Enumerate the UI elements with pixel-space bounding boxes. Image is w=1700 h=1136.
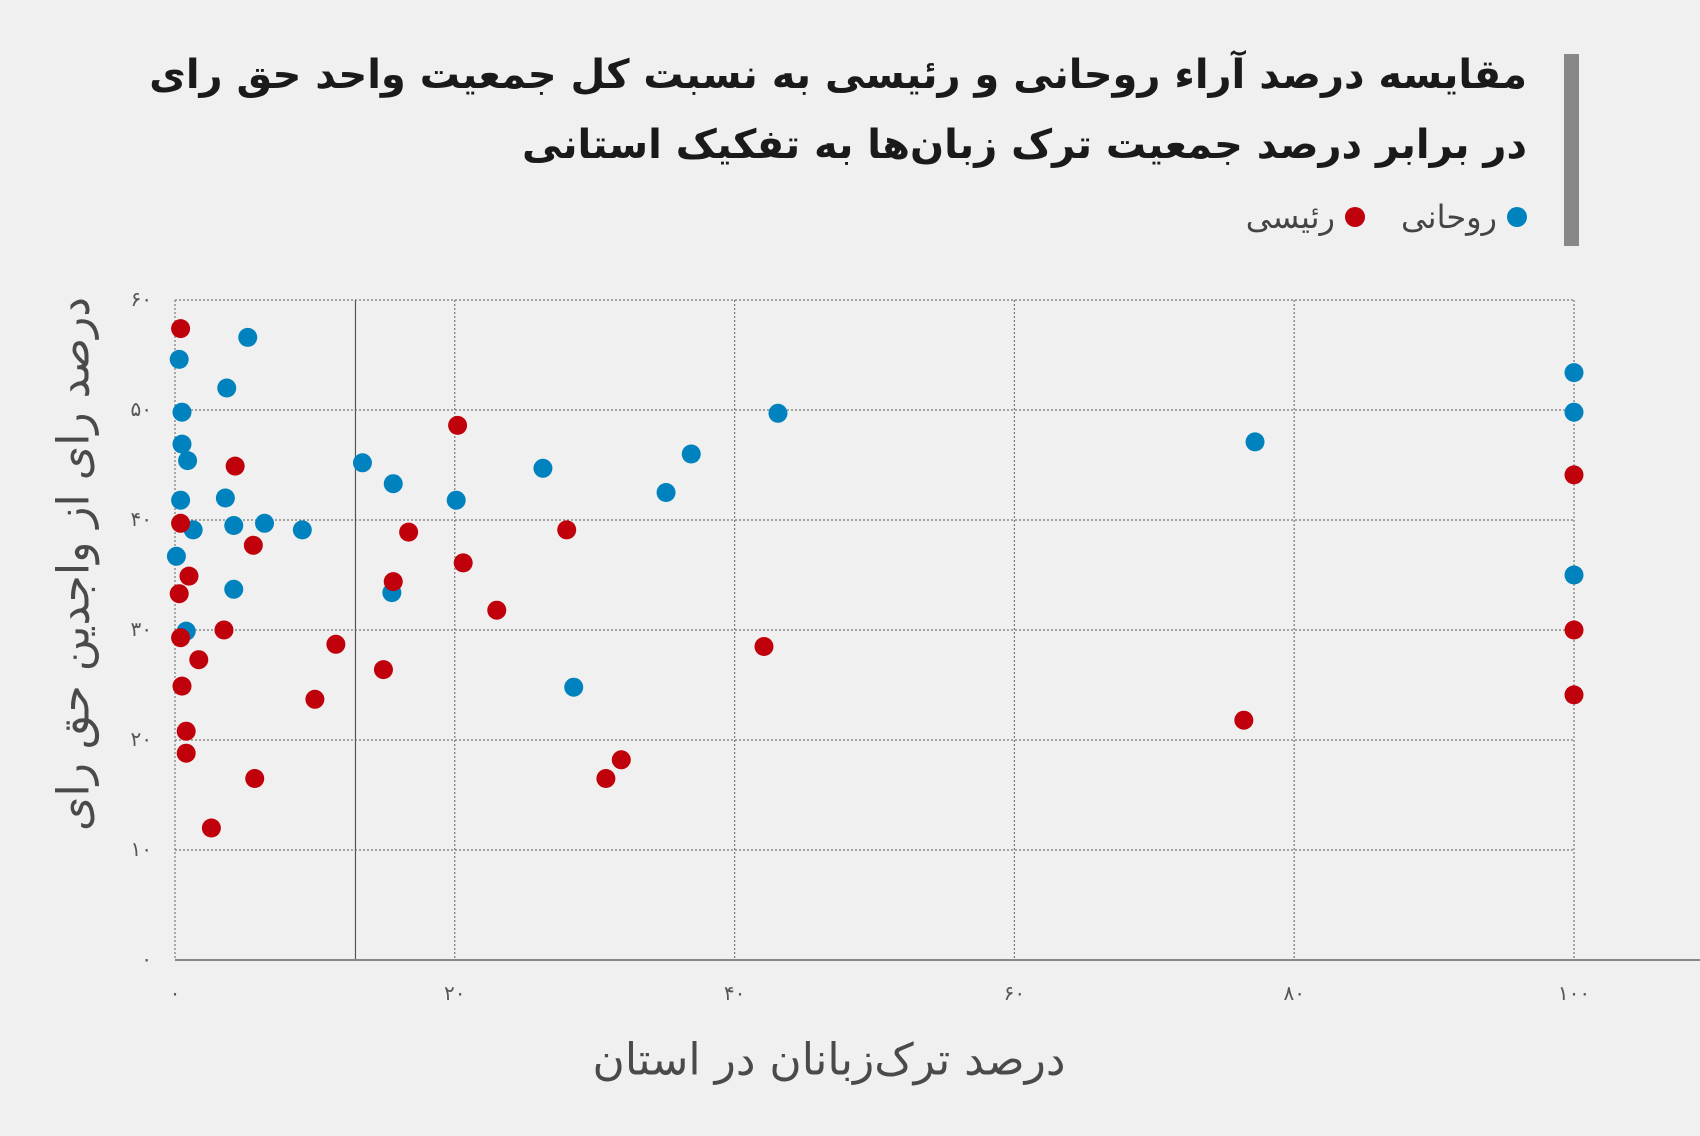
legend: روحانی رئیسی — [1246, 198, 1527, 236]
y-tick-label: ۴۰ — [131, 507, 152, 531]
legend-label-rouhani: روحانی — [1400, 198, 1497, 236]
x-tick-label: ۱۰۰ — [1558, 981, 1590, 1005]
rouhani-point — [533, 458, 553, 478]
rouhani-point — [217, 378, 237, 398]
rouhani-point — [215, 488, 235, 508]
x-tick-label: ۶۰ — [1004, 981, 1025, 1005]
rouhani-point — [383, 474, 403, 494]
rouhani-point — [172, 402, 192, 422]
raisi-point — [169, 584, 189, 604]
y-tick-label: ۶۰ — [131, 287, 152, 311]
raisi-point — [399, 522, 419, 542]
raisi-point — [245, 769, 265, 788]
rouhani-point — [681, 444, 701, 464]
rouhani-point — [1245, 432, 1265, 452]
title-accent-bar — [1564, 54, 1579, 246]
rouhani-point — [292, 520, 312, 540]
raisi-point — [487, 600, 507, 620]
legend-item-raisi: رئیسی — [1246, 198, 1365, 236]
raisi-point — [176, 721, 196, 741]
raisi-point — [243, 535, 263, 555]
raisi-point — [171, 628, 191, 648]
raisi-point — [171, 513, 191, 533]
rouhani-point — [238, 327, 258, 347]
raisi-point — [179, 566, 199, 586]
legend-label-raisi: رئیسی — [1245, 198, 1335, 236]
chart-title-line-2: در برابر درصد جمعیت ترک زبان‌ها به تفکیک… — [521, 122, 1527, 168]
raisi-point — [1564, 685, 1584, 705]
rouhani-point — [166, 546, 186, 566]
raisi-point — [1564, 465, 1584, 485]
raisi-point — [326, 634, 346, 654]
raisi-point — [596, 769, 616, 788]
raisi-point — [201, 818, 221, 838]
rouhani-point — [169, 349, 189, 369]
y-tick-label: ۲۰ — [131, 727, 152, 751]
legend-marker-rouhani — [1507, 207, 1527, 227]
raisi-point — [754, 637, 774, 656]
legend-item-rouhani: روحانی — [1401, 198, 1527, 236]
x-tick-label: ۲۰ — [444, 981, 465, 1005]
raisi-point — [1234, 710, 1254, 730]
rouhani-point — [171, 490, 191, 510]
rouhani-point — [1564, 565, 1584, 585]
x-tick-label: ۰ — [170, 981, 181, 1005]
y-tick-label: ۰ — [141, 947, 152, 971]
rouhani-point — [1564, 363, 1584, 383]
rouhani-point — [224, 579, 244, 599]
raisi-point — [225, 456, 245, 476]
x-axis-label: درصد ترک‌زبانان در استان — [592, 1034, 1066, 1086]
rouhani-point — [768, 403, 788, 423]
raisi-point — [611, 750, 631, 770]
raisi-point — [176, 743, 196, 763]
x-tick-label: ۴۰ — [724, 981, 745, 1005]
raisi-point — [448, 415, 468, 435]
rouhani-point — [255, 513, 275, 533]
rouhani-point — [172, 434, 192, 454]
raisi-point — [1564, 620, 1584, 640]
rouhani-point — [224, 516, 244, 535]
rouhani-point — [446, 490, 466, 510]
rouhani-point — [656, 483, 676, 502]
raisi-point — [172, 676, 192, 696]
raisi-point — [189, 650, 209, 670]
raisi-point — [557, 520, 577, 540]
raisi-point — [453, 553, 473, 573]
chart-title: مقایسه درصد آراء روحانی و رئیسی به نسبت … — [127, 40, 1527, 180]
rouhani-point — [564, 677, 584, 697]
rouhani-point — [178, 451, 198, 471]
raisi-point — [171, 319, 191, 339]
rouhani-point — [352, 453, 372, 473]
y-tick-label: ۵۰ — [131, 397, 152, 421]
rouhani-point — [1564, 402, 1584, 422]
y-tick-label: ۳۰ — [131, 617, 152, 641]
raisi-point — [373, 660, 393, 680]
chart-title-line-1: مقایسه درصد آراء روحانی و رئیسی به نسبت … — [149, 52, 1527, 98]
raisi-point — [214, 620, 234, 640]
x-tick-label: ۸۰ — [1283, 981, 1304, 1005]
legend-marker-raisi — [1344, 207, 1365, 227]
raisi-point — [383, 572, 403, 592]
y-tick-label: ۱۰ — [131, 837, 152, 861]
y-axis-label: درصد رای از واجدین حق رای — [48, 297, 100, 831]
raisi-point — [305, 689, 325, 709]
